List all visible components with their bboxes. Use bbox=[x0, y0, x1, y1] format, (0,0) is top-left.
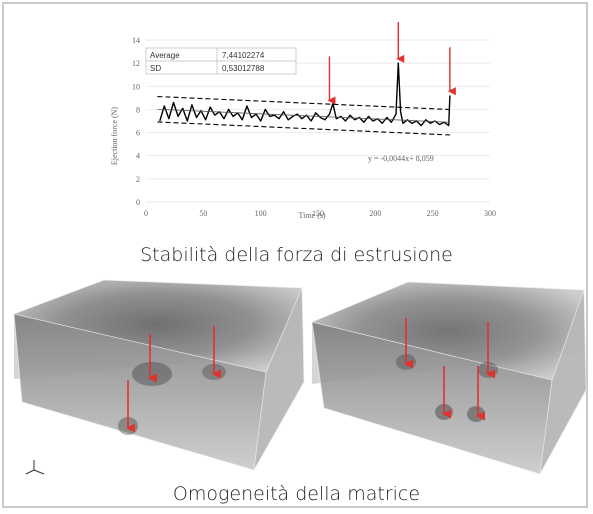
stats-table: Average 7,44102274 SD 0,53012788 bbox=[145, 47, 297, 75]
series-line-0 bbox=[159, 62, 451, 127]
x-tick-label-3: 150 bbox=[312, 209, 324, 218]
figure-frame bbox=[2, 2, 588, 508]
trendline-equation: y = -0,0044x+ 8,059 bbox=[368, 154, 434, 163]
band-line-lower bbox=[157, 121, 450, 136]
volume-render-left bbox=[12, 279, 305, 475]
right-cube-front-left bbox=[312, 322, 552, 474]
y-tick-label-1: 2 bbox=[136, 175, 140, 184]
y-axis-label: Ejection force (N) bbox=[110, 107, 119, 166]
right-cube-top bbox=[312, 282, 584, 380]
left-axis-triad bbox=[25, 460, 45, 475]
left-cube-edges bbox=[12, 279, 305, 471]
trendline bbox=[157, 108, 450, 123]
y-tick-labels: 0 2 4 6 8 10 12 14 bbox=[132, 36, 140, 207]
x-tick-label-4: 200 bbox=[369, 209, 381, 218]
x-tick-label-5: 250 bbox=[427, 209, 439, 218]
series-layer bbox=[159, 62, 451, 127]
stats-sd-label: SD bbox=[150, 64, 161, 73]
x-tick-label-6: 300 bbox=[484, 209, 496, 218]
y-tick-label-2: 4 bbox=[136, 152, 140, 161]
chart-arrows bbox=[327, 22, 456, 105]
right-density-spot-4 bbox=[467, 406, 485, 422]
volume-render-right bbox=[310, 281, 587, 475]
trend-layer bbox=[157, 108, 450, 123]
x-tick-label-2: 100 bbox=[255, 209, 267, 218]
stats-average-value: 7,44102274 bbox=[222, 51, 265, 60]
left-density-spot-1 bbox=[132, 362, 172, 386]
band-line-upper bbox=[157, 95, 450, 111]
left-cube-front-right bbox=[254, 288, 304, 470]
caption-extrusion-stability: Stabilità della forza di estrusione bbox=[140, 244, 453, 266]
chart-grid bbox=[146, 39, 490, 203]
caption-matrix-homogeneity: Omogeneità della matrice bbox=[172, 483, 421, 505]
confidence-band bbox=[157, 95, 450, 136]
left-cube-front-left bbox=[14, 314, 266, 470]
x-tick-label-1: 50 bbox=[199, 209, 207, 218]
ejection-force-chart: 0 2 4 6 8 10 12 14 0 50 100 150 200 250 300 Ejection … bbox=[110, 22, 496, 220]
y-tick-label-0: 0 bbox=[136, 198, 140, 207]
stats-sd-value: 0,53012788 bbox=[222, 64, 265, 73]
right-cube-edges bbox=[310, 281, 587, 475]
y-tick-label-7: 14 bbox=[132, 36, 140, 45]
left-cube-top bbox=[14, 280, 302, 372]
x-tick-label-0: 0 bbox=[144, 209, 148, 218]
right-cube-front-right bbox=[540, 290, 586, 474]
matrix-volume-renders bbox=[12, 279, 587, 475]
y-tick-label-3: 6 bbox=[136, 129, 140, 138]
x-axis-label: Time (s) bbox=[298, 211, 325, 220]
stats-average-label: Average bbox=[150, 51, 180, 60]
y-tick-label-5: 10 bbox=[132, 82, 140, 91]
y-tick-label-4: 8 bbox=[136, 105, 140, 114]
x-tick-labels: 0 50 100 150 200 250 300 bbox=[144, 209, 496, 218]
y-tick-label-6: 12 bbox=[132, 59, 140, 68]
